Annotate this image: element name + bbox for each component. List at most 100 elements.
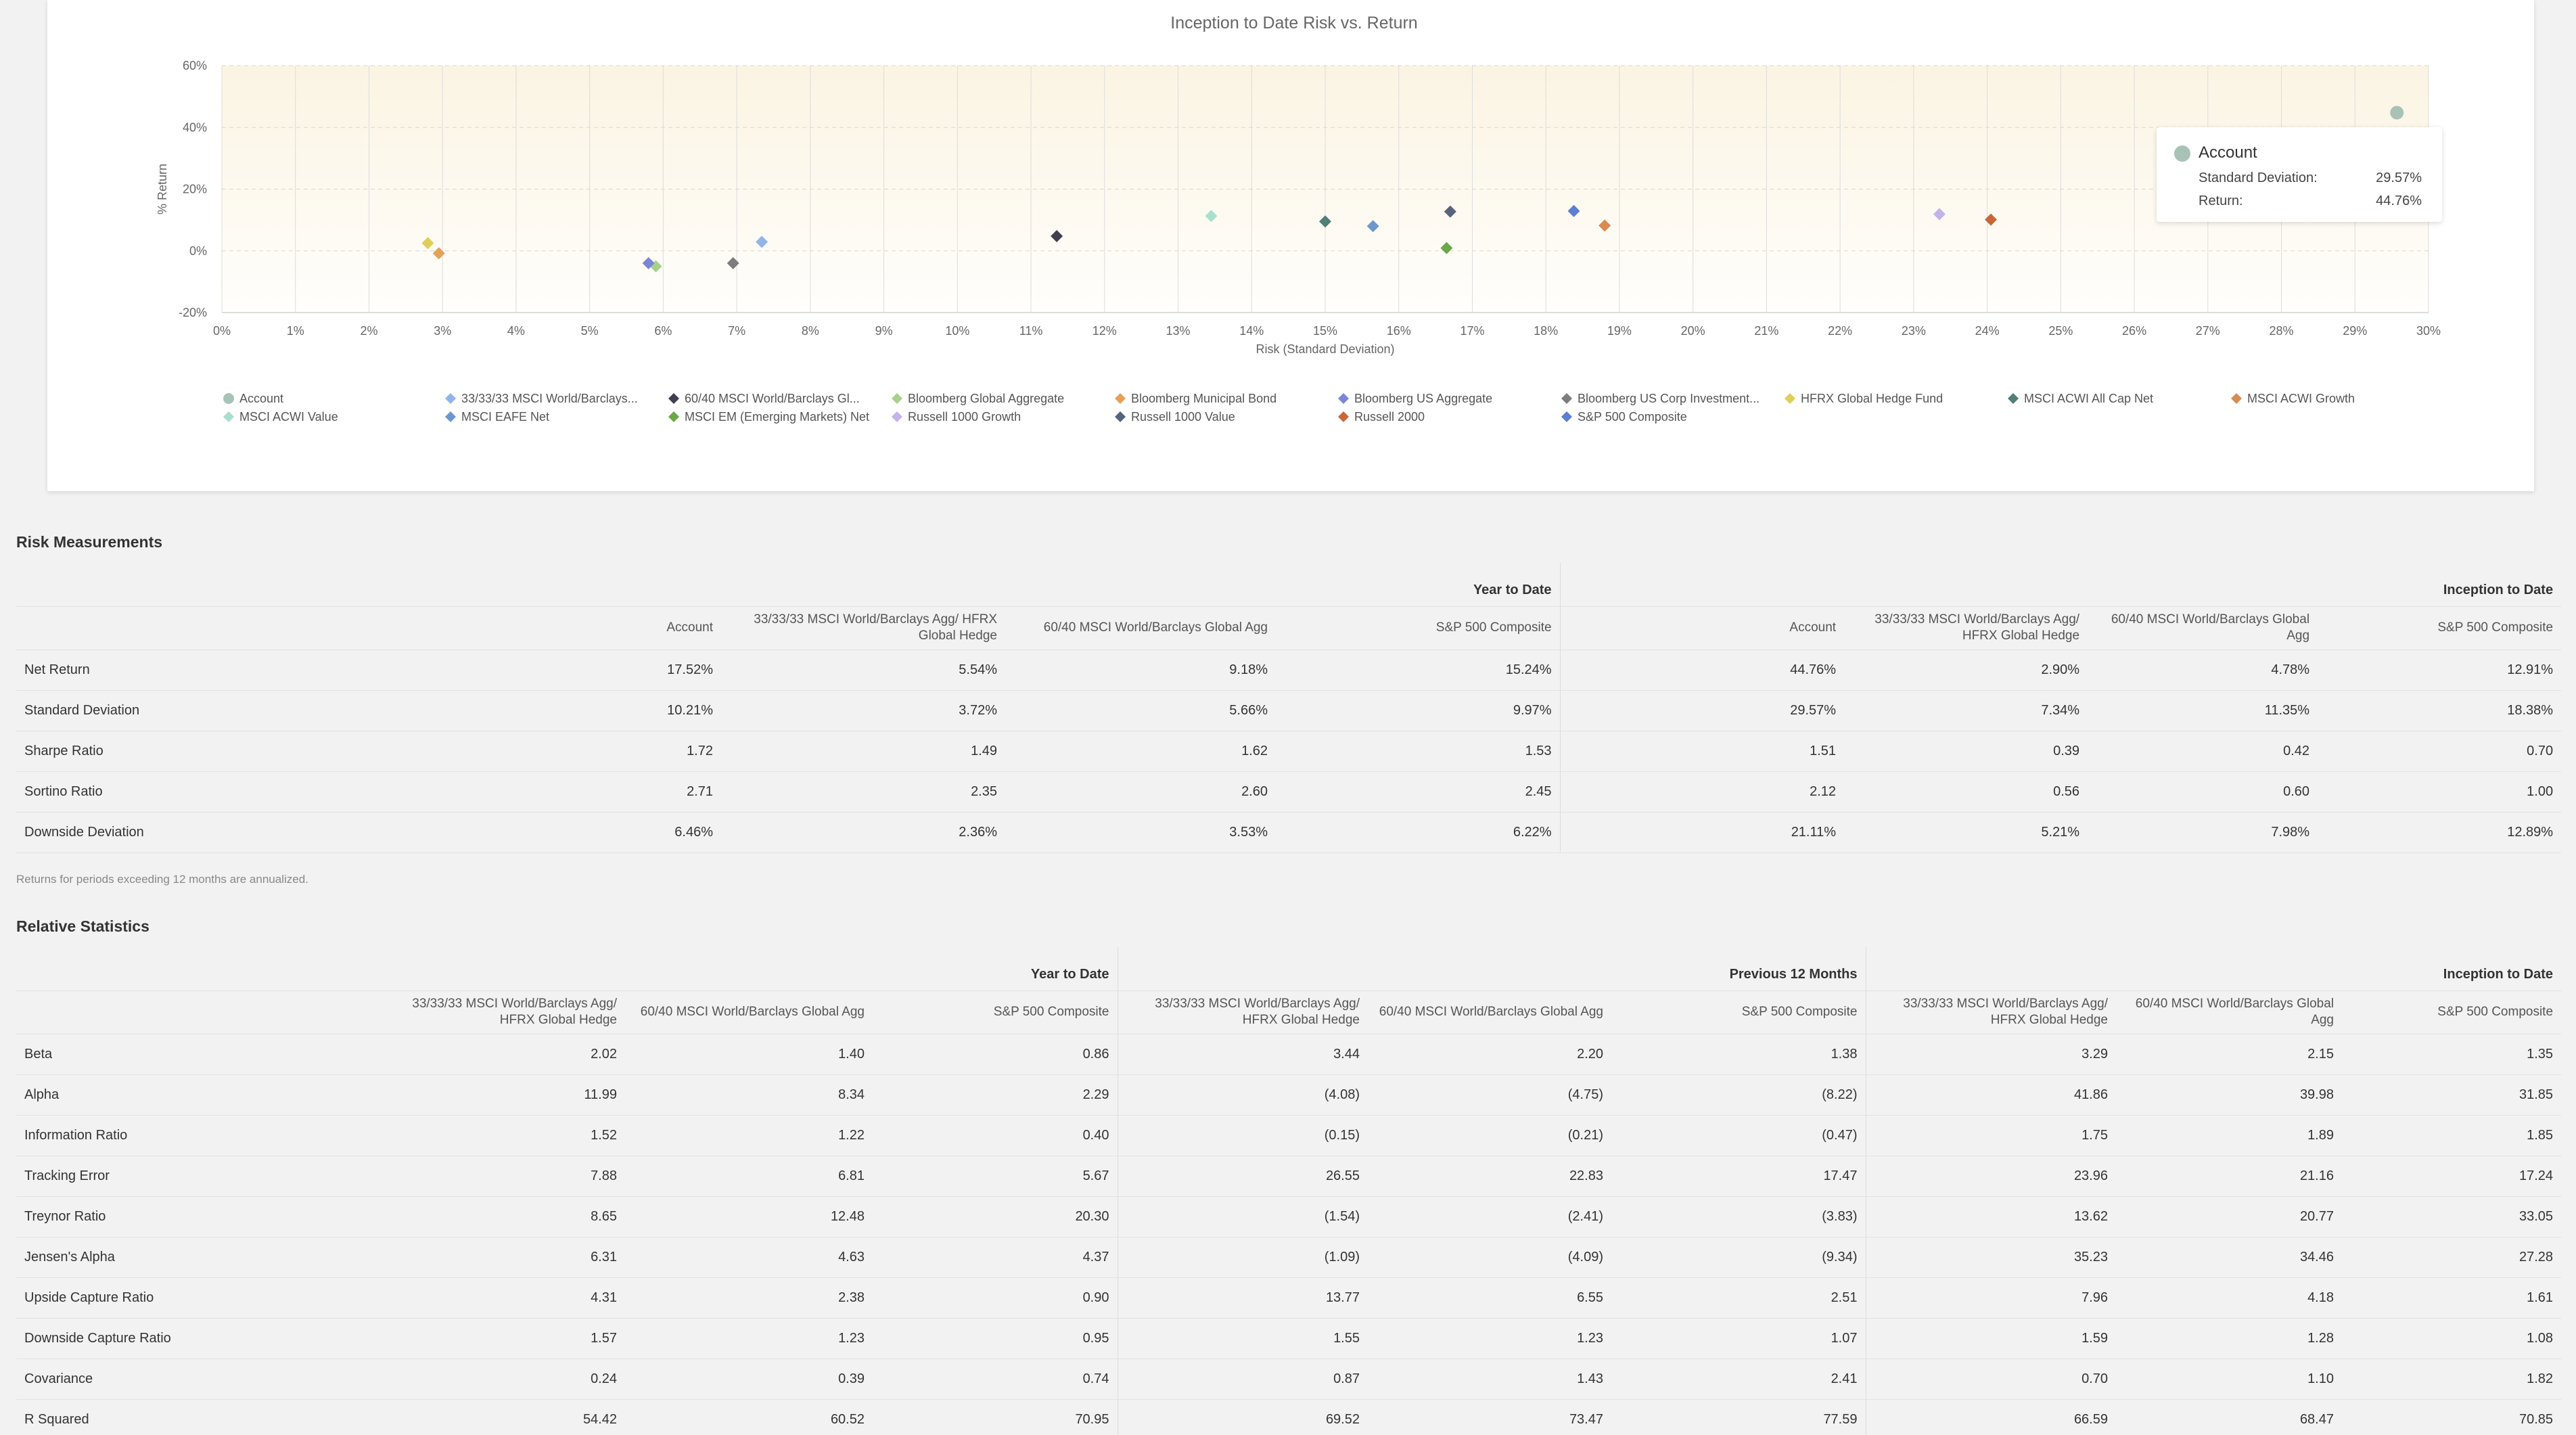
x-tick-label: 24% [1975,324,2000,338]
table-cell: 6.22% [1276,812,1561,853]
column-header: 33/33/33 MSCI World/Barclays Agg/ HFRX G… [1844,606,2088,650]
chart-title: Inception to Date Risk vs. Return [1170,14,1417,32]
table-cell: 4.31 [395,1277,625,1319]
table-cell: 2.02 [395,1034,625,1075]
table-cell: 8.65 [395,1196,625,1237]
table-cell: 1.10 [2116,1359,2342,1400]
table-cell: (4.75) [1368,1074,1611,1116]
row-label: Downside Deviation [16,812,606,853]
table-cell: 6.46% [606,812,721,853]
table-cell: 1.52 [395,1115,625,1156]
table-cell: (8.22) [1611,1074,1866,1116]
legend-item-label[interactable]: Account [239,392,283,405]
data-point [642,257,655,269]
data-point [1444,205,1456,218]
row-label: Alpha [16,1074,395,1116]
y-tick-label: 0% [189,244,207,258]
legend-item-label[interactable]: Bloomberg Global Aggregate [908,392,1064,405]
table-cell: 6.31 [395,1237,625,1278]
data-point [1985,213,1998,226]
table-cell: (1.54) [1117,1196,1368,1237]
table-cell: 0.42 [2088,731,2318,772]
legend-item-label[interactable]: Russell 1000 Value [1131,410,1235,424]
table-cell: (2.41) [1368,1196,1611,1237]
table-cell: 1.23 [625,1318,873,1359]
table-cell: 1.08 [2342,1318,2562,1359]
column-header: 60/40 MSCI World/Barclays Global Agg [1368,990,1611,1034]
legend-item-label[interactable]: MSCI ACWI All Cap Net [2024,392,2153,405]
legend-item-label[interactable]: S&P 500 Composite [1578,410,1687,424]
risk-return-scatter-chart: Inception to Date Risk vs. Return 0% 1% 2% 3… [156,14,2441,424]
legend-marker-icon [668,411,679,422]
row-label: Treynor Ratio [16,1196,395,1237]
legend-item-label[interactable]: Bloomberg US Corp Investment... [1578,392,1760,405]
table-row: Sortino Ratio 2.71 2.35 2.60 2.45 2.12 0.56 0.6… [16,771,2562,813]
table-cell: 21.11% [1559,812,1845,853]
legend-item-label[interactable]: HFRX Global Hedge Fund [1801,392,1943,405]
data-point [1319,215,1331,228]
table-cell: 1.28 [2116,1318,2342,1359]
table-cell: 70.95 [873,1399,1118,1435]
column-group-header: Year to Date [395,947,1118,991]
table-cell: 7.88 [395,1156,625,1197]
table-cell: 5.67 [873,1156,1118,1197]
legend-item-label[interactable]: Bloomberg Municipal Bond [1131,392,1276,405]
legend-item-label[interactable]: MSCI ACWI Value [239,410,338,424]
table-cell: 60.52 [625,1399,873,1435]
x-tick-label: 5% [581,324,599,338]
x-tick-label: 10% [945,324,969,338]
legend-marker-icon [2231,393,2242,404]
row-label: Upside Capture Ratio [16,1277,395,1319]
table-cell: 12.89% [2318,812,2562,853]
x-tick-label: 29% [2343,324,2367,338]
x-tick-label: 15% [1313,324,1337,338]
risk-measurements-title: Risk Measurements [16,533,163,551]
table-cell: 12.91% [2318,650,2562,691]
table-row: Sharpe Ratio 1.72 1.49 1.62 1.53 1.51 0.39 0.42… [16,731,2562,772]
x-tick-label: 19% [1607,324,1632,338]
table-cell: 34.46 [2116,1237,2342,1278]
legend-item-label[interactable]: Bloomberg US Aggregate [1354,392,1492,405]
table-cell: (0.47) [1611,1115,1866,1156]
x-tick-label: 9% [875,324,893,338]
table-cell: 1.57 [395,1318,625,1359]
data-point [432,247,445,260]
x-tick-label: 6% [654,324,672,338]
column-header: S&P 500 Composite [1611,990,1866,1034]
table-cell: 0.70 [2318,731,2562,772]
row-label: Sharpe Ratio [16,731,606,772]
row-label: Net Return [16,650,606,691]
row-label: Jensen's Alpha [16,1237,395,1278]
x-tick-label: 14% [1239,324,1264,338]
legend-item-label[interactable]: MSCI EAFE Net [461,410,549,424]
table-row: Tracking Error 7.88 6.81 5.67 26.55 22.83 17.4… [16,1156,2562,1197]
x-tick-label: 27% [2196,324,2220,338]
table-cell: 68.47 [2116,1399,2342,1435]
x-tick-label: 1% [287,324,304,338]
legend-item-label[interactable]: 33/33/33 MSCI World/Barclays... [461,392,638,405]
tooltip-return-label: Return: [2199,193,2243,208]
data-point [756,235,768,248]
legend-item-label[interactable]: Russell 1000 Growth [908,410,1021,424]
row-label: Sortino Ratio [16,771,606,813]
legend-item-label[interactable]: Russell 2000 [1354,410,1425,424]
table-row: Upside Capture Ratio 4.31 2.38 0.90 13.77 6.5… [16,1277,2562,1319]
table-cell: 1.35 [2342,1034,2562,1075]
table-cell: 2.51 [1611,1277,1866,1319]
table-cell: 13.62 [1865,1196,2116,1237]
column-header: 33/33/33 MSCI World/Barclays Agg/ HFRX G… [721,606,1005,650]
table-cell: 0.60 [2088,771,2318,813]
x-tick-label: 3% [434,324,451,338]
annualized-note: Returns for periods exceeding 12 months … [16,873,308,886]
table-cell: 33.05 [2342,1196,2562,1237]
column-group-header: Inception to Date [1559,563,2562,607]
legend-item-label[interactable]: 60/40 MSCI World/Barclays Gl... [685,392,860,405]
legend-item-label[interactable]: MSCI EM (Emerging Markets) Net [685,410,869,424]
legend-item-label[interactable]: MSCI ACWI Growth [2247,392,2355,405]
table-cell: 0.86 [873,1034,1118,1075]
x-tick-label: 13% [1166,324,1191,338]
table-cell: 2.60 [1005,771,1276,813]
table-cell: 9.18% [1005,650,1276,691]
legend-marker-icon [2008,393,2019,404]
table-cell: 41.86 [1865,1074,2116,1116]
